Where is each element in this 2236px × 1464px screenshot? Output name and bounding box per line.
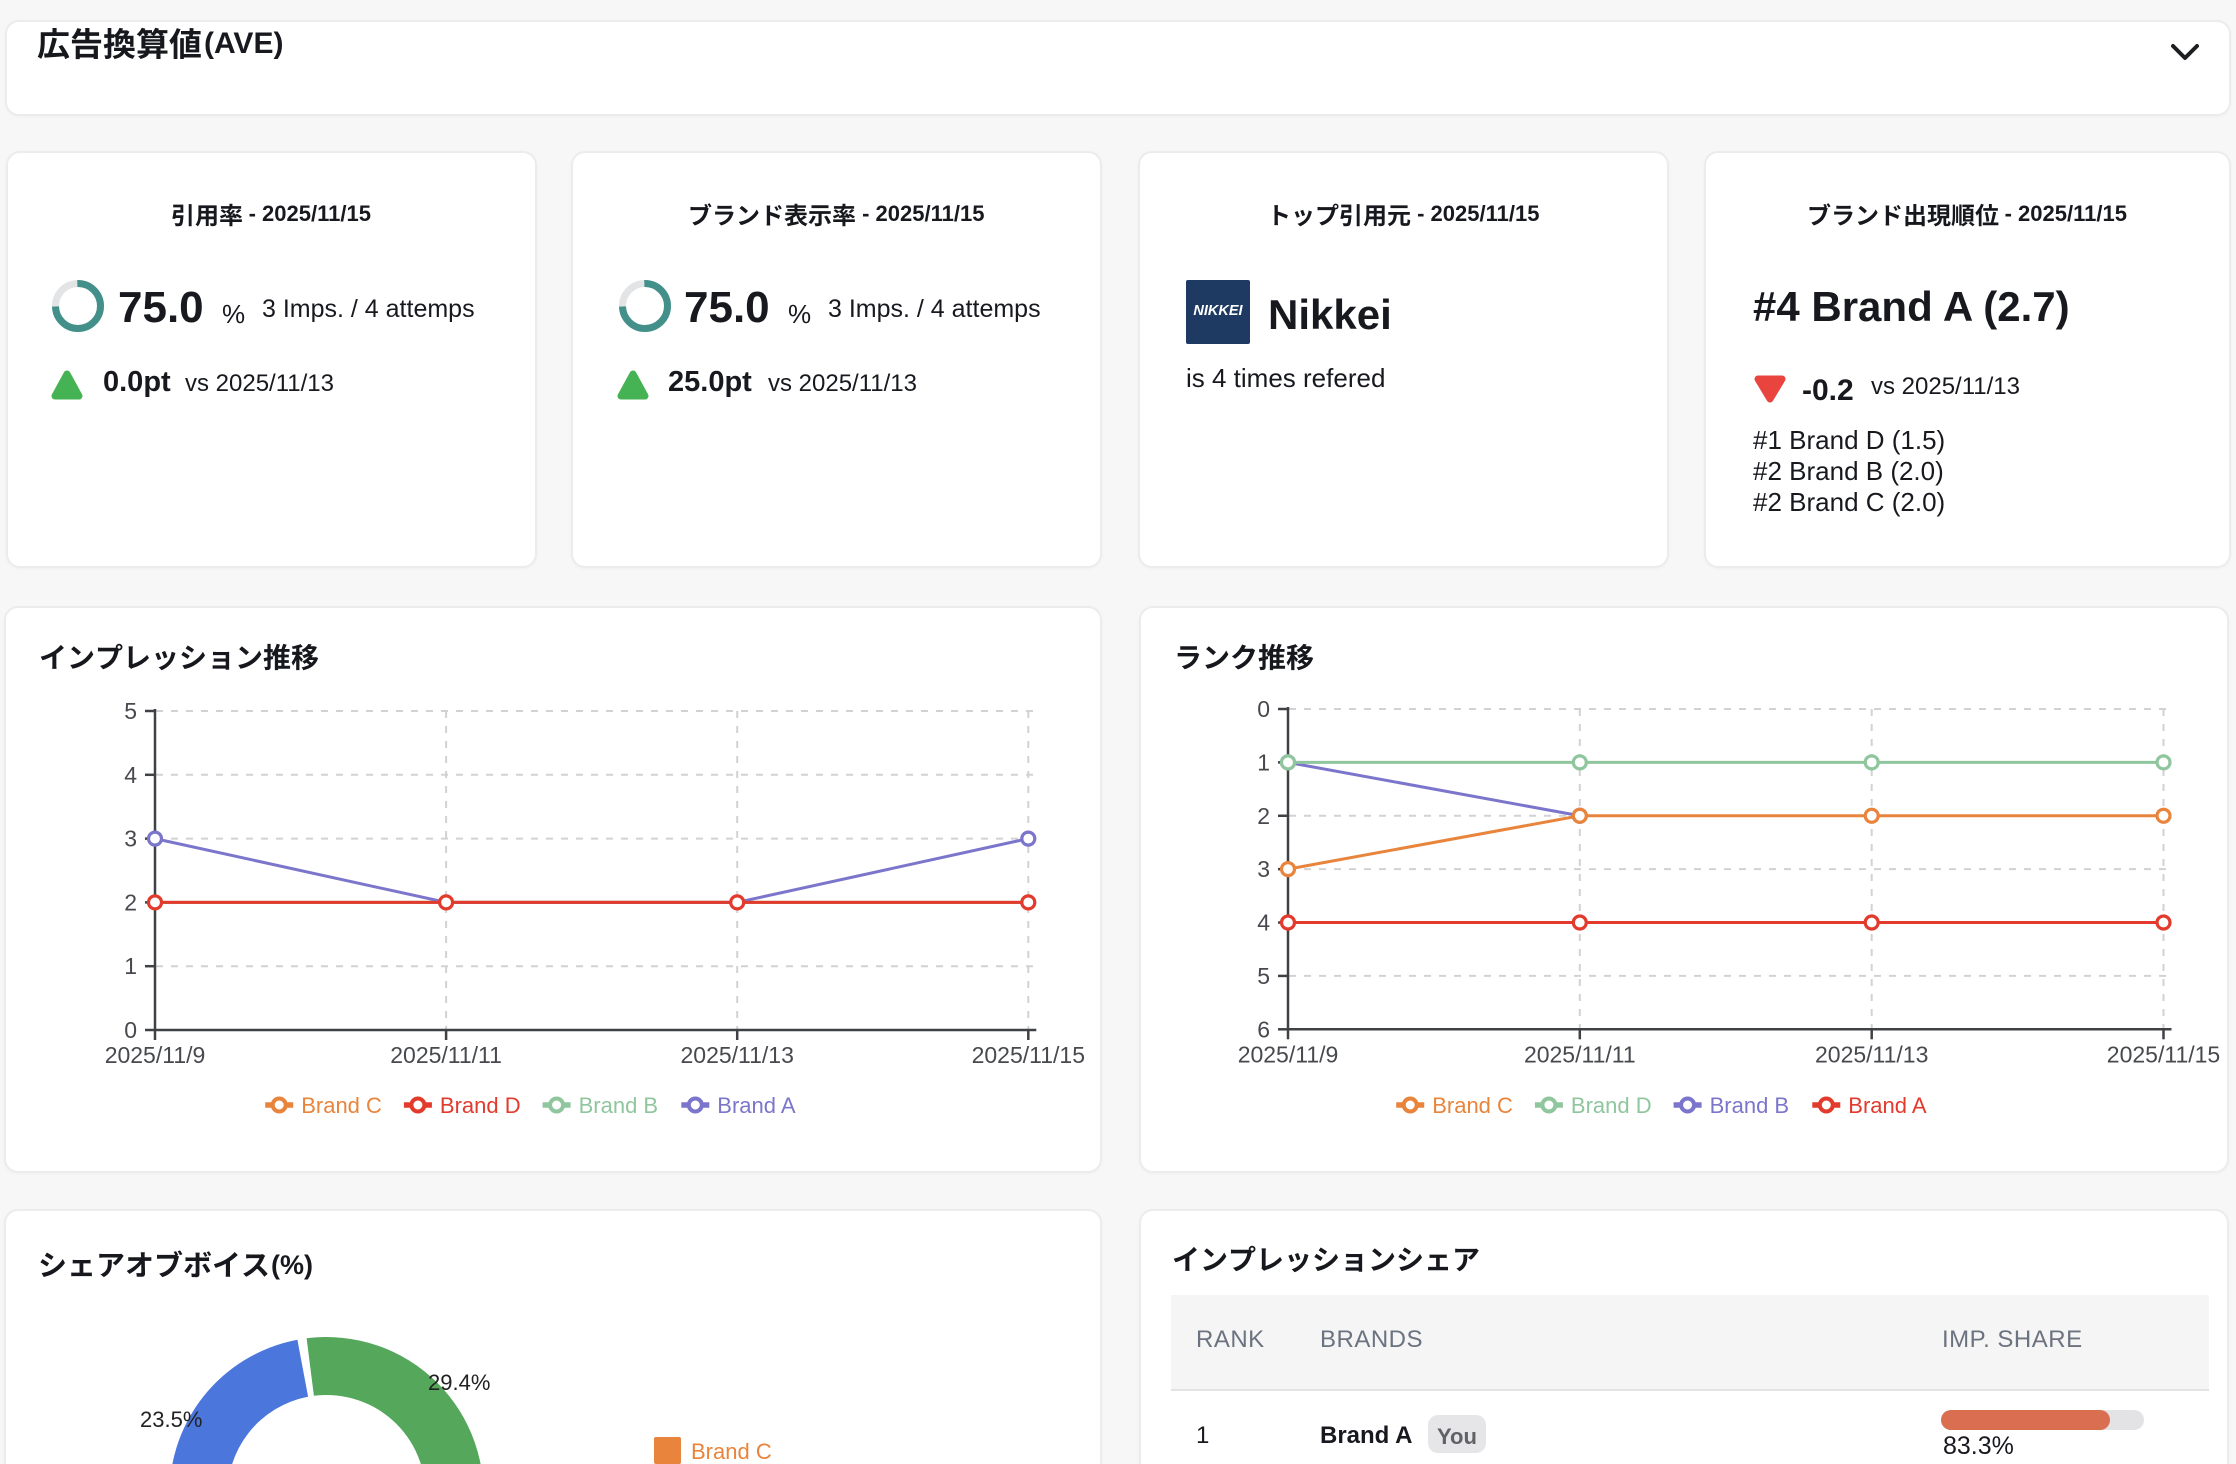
svg-text:Brand A: Brand A (717, 1093, 796, 1118)
svg-text:3: 3 (1257, 856, 1270, 882)
svg-text:3: 3 (124, 826, 137, 852)
svg-text:2: 2 (124, 889, 137, 915)
svg-text:1: 1 (124, 953, 137, 979)
svg-text:2025/11/15: 2025/11/15 (2107, 1041, 2220, 1067)
svg-text:Brand B: Brand B (1710, 1093, 1790, 1118)
svg-text:6: 6 (1257, 1016, 1270, 1042)
svg-text:Brand B: Brand B (579, 1093, 659, 1118)
svg-text:2025/11/9: 2025/11/9 (1238, 1041, 1339, 1067)
svg-text:29.4%: 29.4% (428, 1370, 490, 1395)
svg-text:2025/11/13: 2025/11/13 (1815, 1041, 1928, 1067)
svg-text:Brand C: Brand C (1432, 1093, 1513, 1118)
svg-text:0: 0 (124, 1017, 137, 1043)
svg-text:2025/11/13: 2025/11/13 (680, 1042, 793, 1068)
svg-text:2025/11/9: 2025/11/9 (105, 1042, 206, 1068)
svg-text:2: 2 (1257, 803, 1270, 829)
svg-text:Brand D: Brand D (440, 1093, 521, 1118)
svg-text:Brand C: Brand C (301, 1093, 382, 1118)
svg-text:4: 4 (124, 762, 137, 788)
svg-text:4: 4 (1257, 910, 1270, 936)
svg-text:2025/11/11: 2025/11/11 (390, 1042, 502, 1068)
svg-text:5: 5 (1257, 963, 1270, 989)
svg-text:2025/11/15: 2025/11/15 (972, 1042, 1085, 1068)
svg-text:Brand C: Brand C (691, 1439, 772, 1464)
svg-text:0: 0 (1257, 696, 1270, 722)
svg-text:Brand D: Brand D (1571, 1093, 1652, 1118)
svg-text:1: 1 (1257, 749, 1270, 775)
svg-text:5: 5 (124, 698, 137, 724)
svg-text:Brand A: Brand A (1848, 1093, 1927, 1118)
svg-text:23.5%: 23.5% (140, 1407, 202, 1432)
svg-text:2025/11/11: 2025/11/11 (1524, 1041, 1636, 1067)
